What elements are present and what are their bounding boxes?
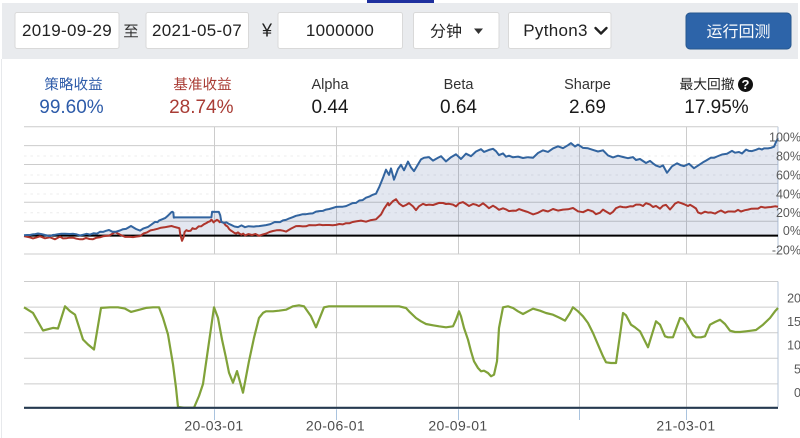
svg-text:Alpha: Alpha [311,77,349,93]
svg-text:10: 10 [787,339,800,353]
svg-text:¥: ¥ [261,21,273,41]
svg-text:Sharpe: Sharpe [564,77,611,93]
svg-text:80%: 80% [776,149,800,163]
svg-text:2.69: 2.69 [569,97,606,118]
svg-text:20-09-01: 20-09-01 [428,418,487,434]
svg-text:0%: 0% [783,224,800,238]
svg-text:?: ? [742,77,750,92]
svg-text:28.74%: 28.74% [169,97,234,118]
svg-text:0.44: 0.44 [312,97,349,118]
svg-text:40%: 40% [776,187,800,201]
svg-text:21-03-01: 21-03-01 [656,418,715,434]
svg-text:Python3: Python3 [523,21,587,40]
svg-text:2021-05-07: 2021-05-07 [152,21,242,40]
svg-text:Beta: Beta [444,77,475,93]
svg-text:20-03-01: 20-03-01 [184,418,243,434]
svg-text:2019-09-29: 2019-09-29 [22,21,112,40]
svg-text:-20%: -20% [772,243,800,257]
svg-text:60%: 60% [776,168,800,182]
svg-text:100%: 100% [769,130,800,144]
svg-text:99.60%: 99.60% [39,97,104,118]
svg-text:0: 0 [794,386,800,400]
svg-text:15: 15 [787,315,800,329]
svg-text:20%: 20% [776,206,800,220]
svg-text:20: 20 [787,291,800,305]
svg-text:20-06-01: 20-06-01 [306,418,365,434]
svg-text:5: 5 [794,362,800,376]
svg-text:1000000: 1000000 [306,21,374,40]
svg-text:17.95%: 17.95% [684,97,749,118]
svg-text:0.64: 0.64 [440,97,477,118]
